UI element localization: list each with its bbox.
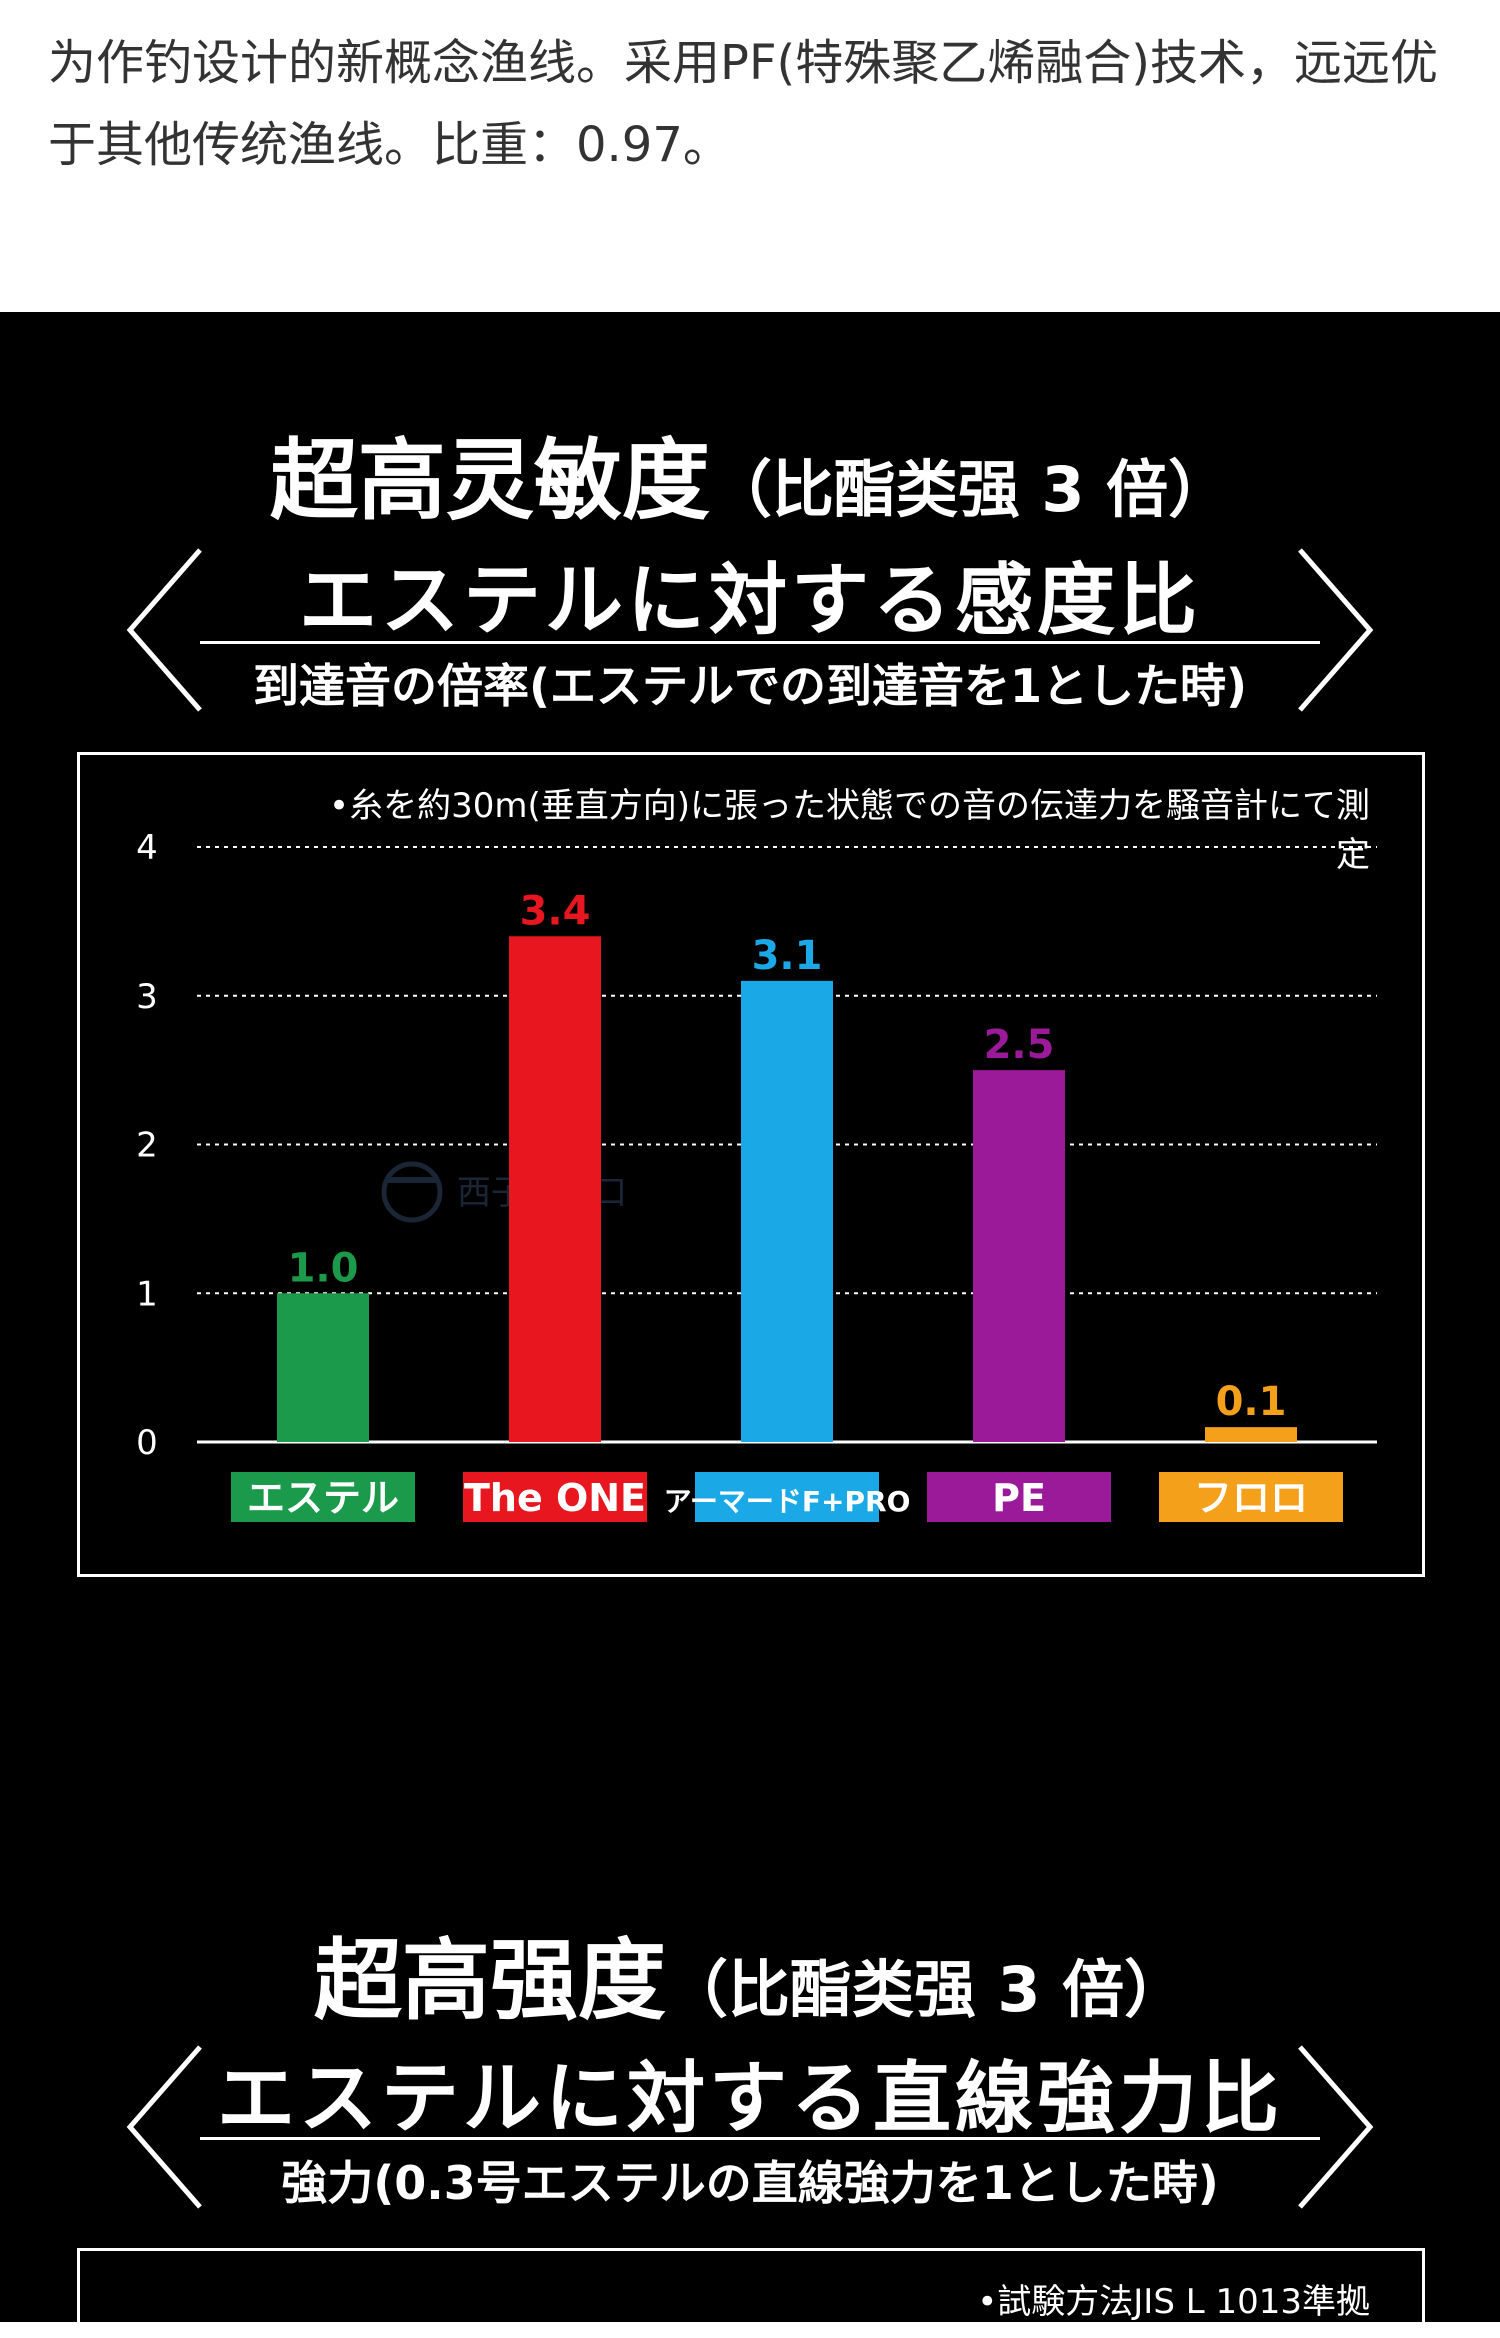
chart-frame (77, 752, 1425, 1577)
bar (1205, 1427, 1297, 1442)
category-label-box (463, 1472, 647, 1522)
category-label: エステル (247, 1476, 399, 1520)
section2-subhead: エステルに対する直線強力比 (216, 2054, 1283, 2144)
section1-subhead: エステルに対する感度比 (298, 556, 1201, 646)
section2-title: 超高强度（比酯类强 3 倍） (0, 1910, 1500, 2037)
category-label-box (695, 1472, 879, 1522)
category-label: The ONE (464, 1476, 646, 1520)
bar (741, 980, 833, 1442)
category-label-box (1159, 1472, 1343, 1522)
section2-subnote: 強力(0.3号エステルの直線強力を1とした時) (281, 2156, 1219, 2210)
section2-title-main: 超高强度 (313, 1929, 666, 2032)
y-tick-label: 3 (136, 977, 158, 1017)
category-label-box (231, 1472, 415, 1522)
y-tick-label: 2 (136, 1126, 158, 1166)
section1-title-paren: （比酯类强 3 倍） (709, 453, 1231, 526)
section1-title: 超高灵敏度（比酯类强 3 倍） (0, 410, 1500, 537)
section1-title-main: 超高灵敏度 (269, 429, 710, 532)
value-label: 3.1 (752, 933, 823, 979)
y-tick-label: 0 (136, 1423, 158, 1463)
section1-divider (200, 641, 1320, 644)
value-label: 2.5 (984, 1022, 1055, 1068)
left-chevron-icon (126, 548, 202, 712)
intro-text: 为作钓设计的新概念渔线。采用PF(特殊聚乙烯融合)技术，远远优于其他传统渔线。比… (48, 35, 1439, 173)
section1-subnote: 到達音の倍率(エステルでの到達音を1とした時) (252, 659, 1248, 713)
category-label-box (927, 1472, 1111, 1522)
section2-divider (200, 2137, 1320, 2140)
y-tick-label: 4 (136, 828, 158, 868)
chart-note-2: •試験方法JIS L 1013準拠 (977, 2282, 1370, 2322)
bar (973, 1070, 1065, 1442)
category-label: PE (992, 1476, 1046, 1520)
bar (509, 936, 601, 1442)
intro-section: 为作钓设计的新概念渔线。采用PF(特殊聚乙烯融合)技术，远远优于其他传统渔线。比… (0, 0, 1500, 312)
chart-note: •糸を約30m(垂直方向)に張った状態での音の伝達力を騒音計にて測定 (329, 786, 1370, 875)
bar (277, 1293, 369, 1442)
category-label: フロロ (1194, 1476, 1308, 1520)
value-label: 0.1 (1216, 1379, 1287, 1425)
category-label: アーマードF+PRO (664, 1485, 911, 1518)
chart-frame-2 (77, 2248, 1425, 2338)
value-label: 1.0 (288, 1245, 359, 1291)
left-chevron-icon-2 (126, 2045, 202, 2209)
right-chevron-icon-2 (1298, 2045, 1374, 2209)
y-tick-label: 1 (136, 1274, 158, 1314)
right-chevron-icon (1298, 548, 1374, 712)
value-label: 3.4 (520, 888, 591, 934)
section2-title-paren: （比酯类强 3 倍） (665, 1953, 1187, 2026)
